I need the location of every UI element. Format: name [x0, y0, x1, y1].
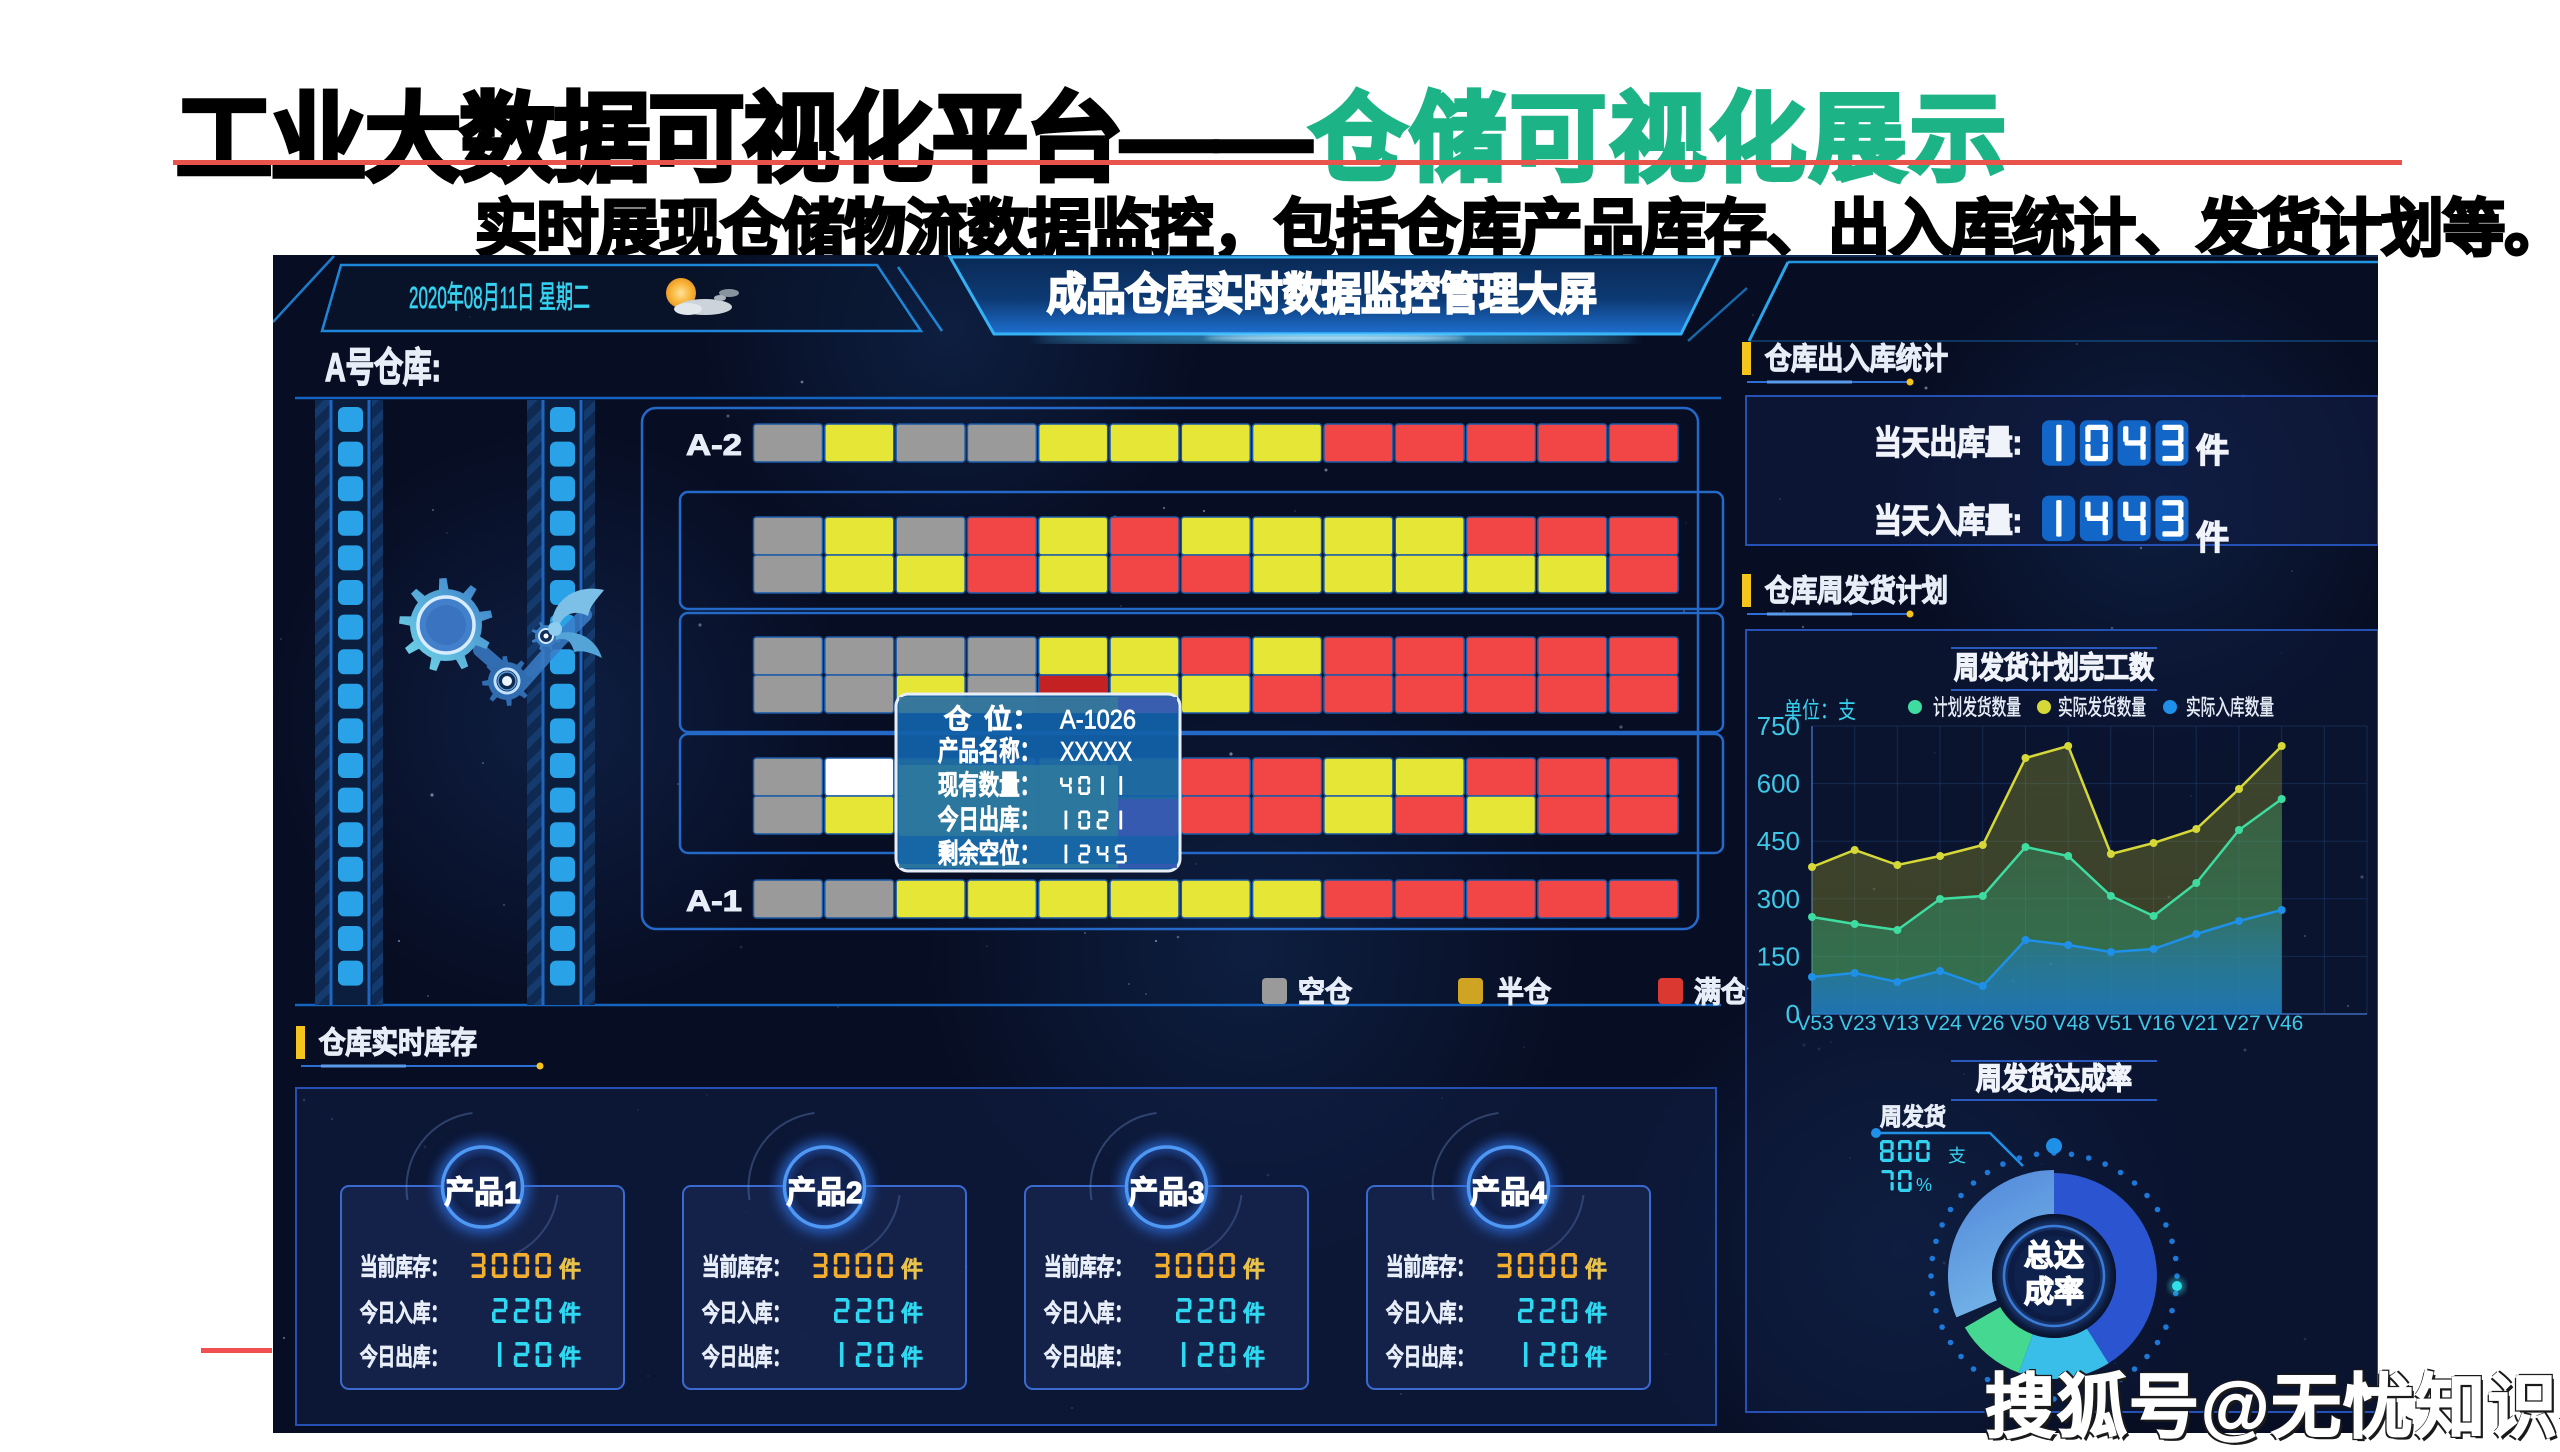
svg-text:周发货计划完工数: 周发货计划完工数	[1954, 651, 2155, 685]
svg-text:剩余空位：: 剩余空位：	[938, 838, 1040, 869]
svg-text:仓库出入库统计: 仓库出入库统计	[1765, 342, 1948, 376]
svg-text:件: 件	[559, 1301, 581, 1326]
svg-text:现有数量：: 现有数量：	[938, 771, 1040, 801]
svg-text:当天出库量:: 当天出库量:	[1874, 424, 2022, 461]
svg-text:V23: V23	[1839, 1012, 1876, 1035]
svg-text:今日入库：: 今日入库：	[1044, 1299, 1132, 1327]
svg-text:当前库存：: 当前库存：	[360, 1253, 448, 1281]
svg-text:件: 件	[2196, 432, 2229, 469]
svg-text:V50: V50	[2010, 1012, 2047, 1035]
svg-text:今日出库：: 今日出库：	[1044, 1343, 1132, 1371]
svg-text:150: 150	[1757, 941, 1800, 971]
svg-text:V51: V51	[2095, 1012, 2132, 1035]
svg-text:当前库存：: 当前库存：	[702, 1253, 790, 1281]
svg-text:V48: V48	[2053, 1012, 2090, 1035]
svg-text:周发货: 周发货	[1880, 1103, 1946, 1131]
svg-text:件: 件	[2196, 519, 2229, 556]
svg-text:件: 件	[1585, 1345, 1607, 1370]
svg-text:成品仓库实时数据监控管理大屏: 成品仓库实时数据监控管理大屏	[1047, 270, 1597, 319]
svg-text:今日出库：: 今日出库：	[360, 1343, 448, 1371]
svg-text:300: 300	[1757, 884, 1800, 914]
svg-text:满仓: 满仓	[1694, 976, 1749, 1009]
svg-text:600: 600	[1757, 769, 1800, 799]
svg-text:周发货达成率: 周发货达成率	[1976, 1062, 2132, 1096]
svg-text:仓库周发货计划: 仓库周发货计划	[1765, 574, 1948, 608]
svg-text:支: 支	[1948, 1146, 1966, 1166]
svg-text:今日入库：: 今日入库：	[1386, 1299, 1474, 1327]
svg-text:件: 件	[1243, 1301, 1265, 1326]
svg-text:V27: V27	[2223, 1012, 2260, 1035]
svg-text:产品4: 产品4	[1471, 1175, 1548, 1210]
svg-text:位：: 位：	[984, 704, 1040, 735]
svg-text:件: 件	[1243, 1257, 1265, 1282]
svg-text:产品2: 产品2	[787, 1175, 863, 1210]
svg-text:件: 件	[901, 1301, 923, 1326]
svg-text:件: 件	[1243, 1345, 1265, 1370]
svg-text:成率: 成率	[2024, 1276, 2084, 1309]
svg-text:今日出库：: 今日出库：	[938, 804, 1040, 835]
svg-text:A-1026: A-1026	[1060, 705, 1136, 735]
svg-text:仓库实时库存: 仓库实时库存	[319, 1026, 477, 1060]
svg-text:件: 件	[901, 1345, 923, 1370]
svg-text:XXXXX: XXXXX	[1060, 737, 1132, 767]
svg-text:当前库存：: 当前库存：	[1044, 1253, 1132, 1281]
svg-text:A-1: A-1	[686, 885, 742, 918]
svg-text:计划发货数量: 计划发货数量	[1933, 695, 2021, 720]
svg-text:单位：支: 单位：支	[1784, 697, 1856, 723]
svg-text:0: 0	[1786, 999, 1800, 1029]
svg-text:件: 件	[901, 1257, 923, 1282]
svg-text:总达: 总达	[2024, 1240, 2084, 1273]
svg-text:产品1: 产品1	[445, 1175, 521, 1210]
svg-text:实际发货数量: 实际发货数量	[2058, 695, 2146, 720]
svg-text:2020年08月11日 星期二: 2020年08月11日 星期二	[409, 280, 590, 315]
svg-text:%: %	[1916, 1175, 1932, 1195]
svg-text:A号仓库:: A号仓库:	[325, 346, 441, 390]
svg-text:V21: V21	[2181, 1012, 2218, 1035]
svg-text:V24: V24	[1924, 1012, 1962, 1035]
svg-text:V46: V46	[2266, 1012, 2303, 1035]
svg-text:V16: V16	[2138, 1012, 2175, 1035]
svg-text:450: 450	[1757, 826, 1800, 856]
svg-text:750: 750	[1757, 711, 1800, 741]
svg-text:当天入库量:: 当天入库量:	[1874, 502, 2022, 539]
svg-text:A-2: A-2	[686, 429, 742, 462]
svg-text:产品3: 产品3	[1129, 1175, 1205, 1210]
svg-text:件: 件	[1585, 1301, 1607, 1326]
svg-text:今日入库：: 今日入库：	[702, 1299, 790, 1327]
svg-text:今日出库：: 今日出库：	[1386, 1343, 1474, 1371]
svg-text:V13: V13	[1882, 1012, 1919, 1035]
svg-text:V26: V26	[1967, 1012, 2004, 1035]
svg-text:当前库存：: 当前库存：	[1386, 1253, 1474, 1281]
svg-text:V53: V53	[1796, 1012, 1833, 1035]
svg-text:件: 件	[1585, 1257, 1607, 1282]
svg-text:产品名称：: 产品名称：	[938, 736, 1040, 767]
svg-text:空仓: 空仓	[1298, 975, 1353, 1009]
svg-text:件: 件	[559, 1345, 581, 1370]
svg-text:实际入库数量: 实际入库数量	[2186, 695, 2274, 720]
svg-text:半仓: 半仓	[1497, 976, 1552, 1009]
svg-text:今日出库：: 今日出库：	[702, 1343, 790, 1371]
svg-text:今日入库：: 今日入库：	[360, 1299, 448, 1327]
svg-text:件: 件	[559, 1257, 581, 1282]
svg-text:仓: 仓	[943, 705, 972, 735]
